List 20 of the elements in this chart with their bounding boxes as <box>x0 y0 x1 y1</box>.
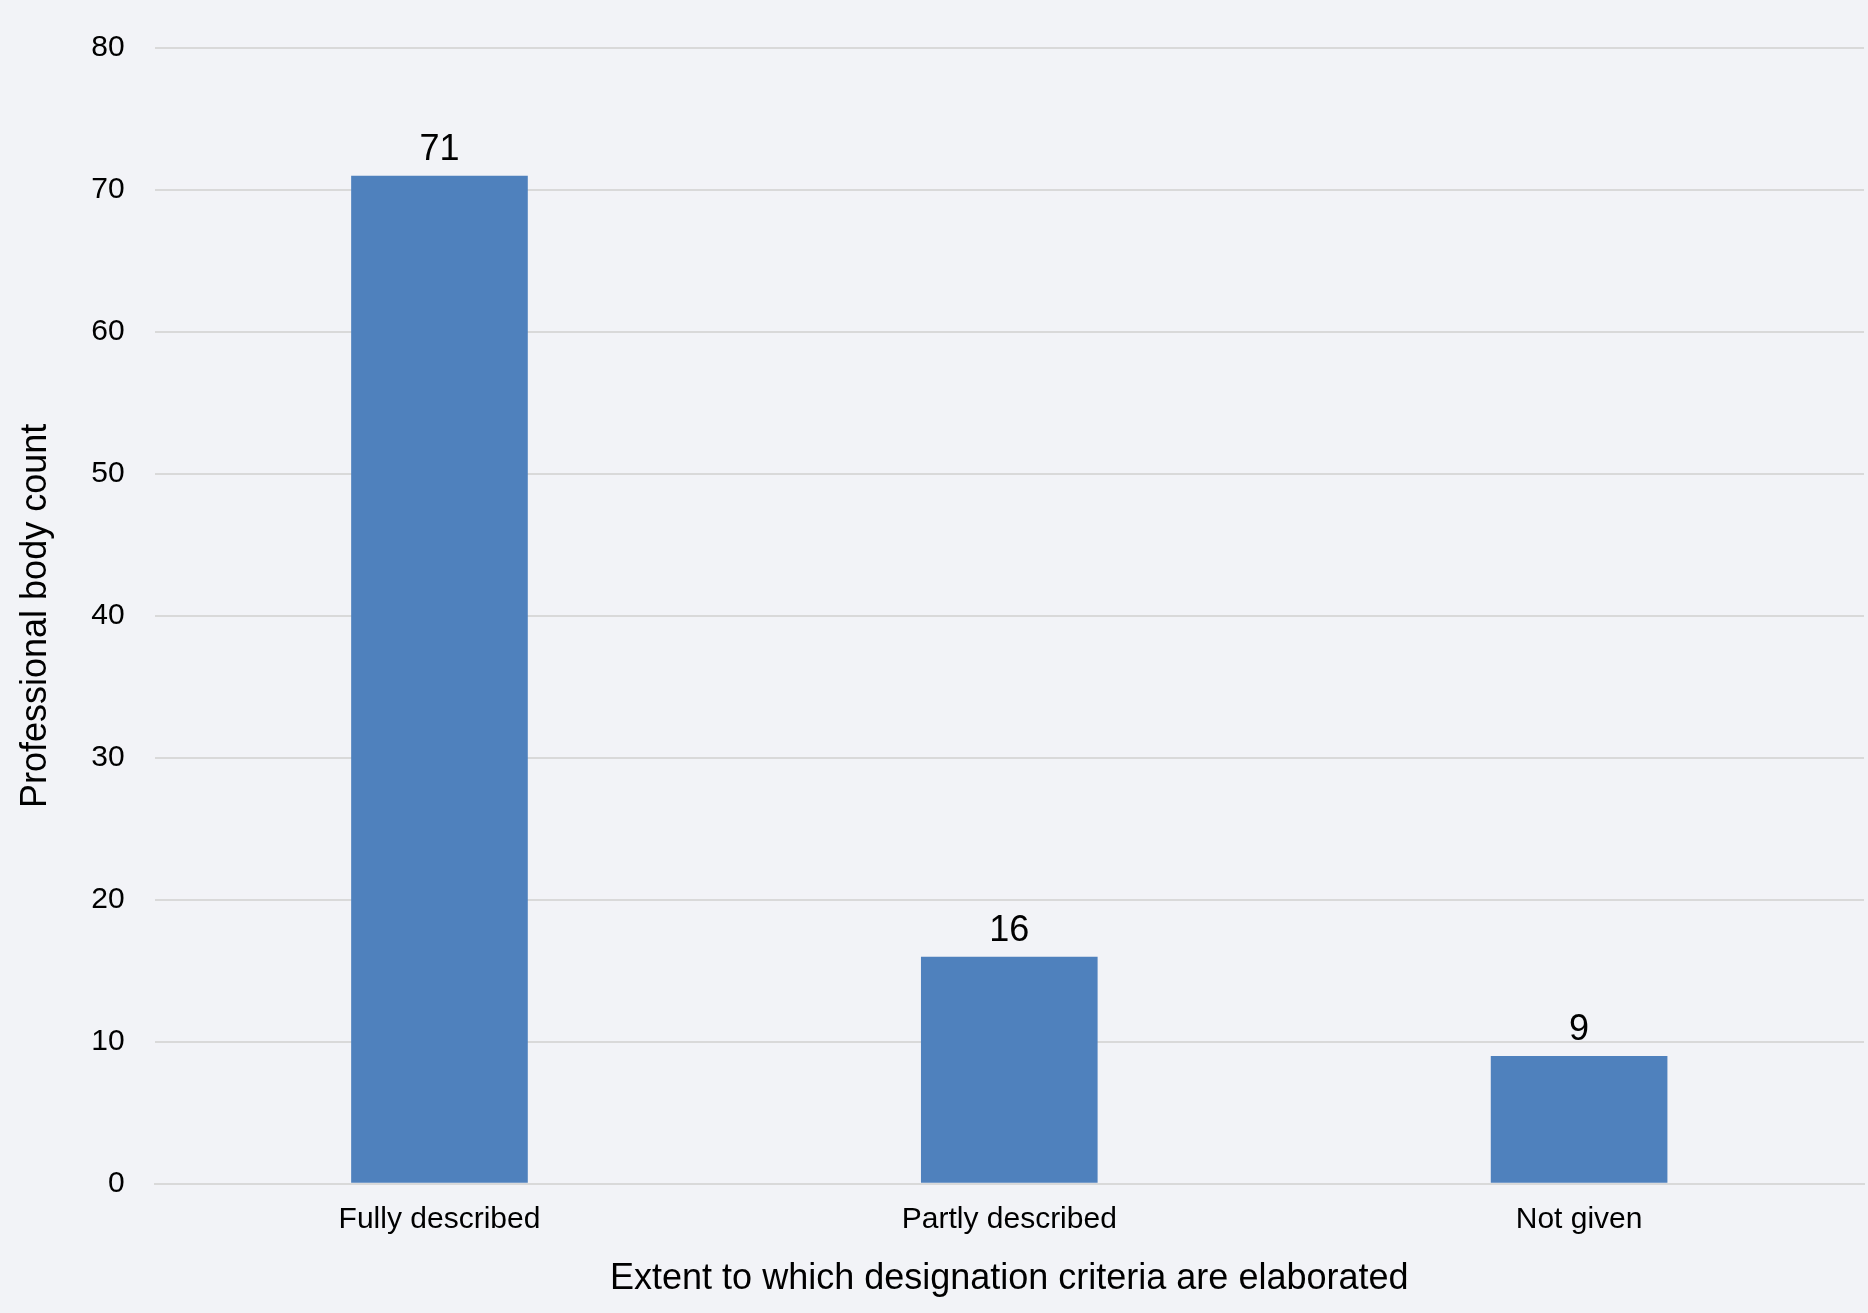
y-tick-label: 40 <box>91 597 125 631</box>
y-tick-label: 50 <box>91 455 125 489</box>
y-tick-label: 10 <box>91 1023 125 1057</box>
x-axis-title: Extent to which designation criteria are elaborated <box>610 1256 1409 1298</box>
bar <box>351 175 528 1183</box>
y-tick-label: 60 <box>91 313 125 347</box>
y-tick-label: 30 <box>91 739 125 773</box>
x-tick-label: Not given <box>1515 1201 1643 1235</box>
bar <box>920 956 1098 1183</box>
y-tick-label: 70 <box>91 171 125 205</box>
x-tick-label: Fully described <box>338 1201 541 1235</box>
data-label: 16 <box>989 907 1030 949</box>
data-label: 71 <box>419 126 460 168</box>
y-tick-label: 20 <box>91 881 125 915</box>
y-tick-label: 80 <box>91 29 125 63</box>
x-tick-label: Partly described <box>901 1201 1117 1235</box>
data-label: 9 <box>1569 1006 1590 1048</box>
y-tick-label: 0 <box>107 1165 125 1199</box>
y-axis-title: Professional body count <box>12 423 54 809</box>
bar <box>1490 1056 1668 1183</box>
